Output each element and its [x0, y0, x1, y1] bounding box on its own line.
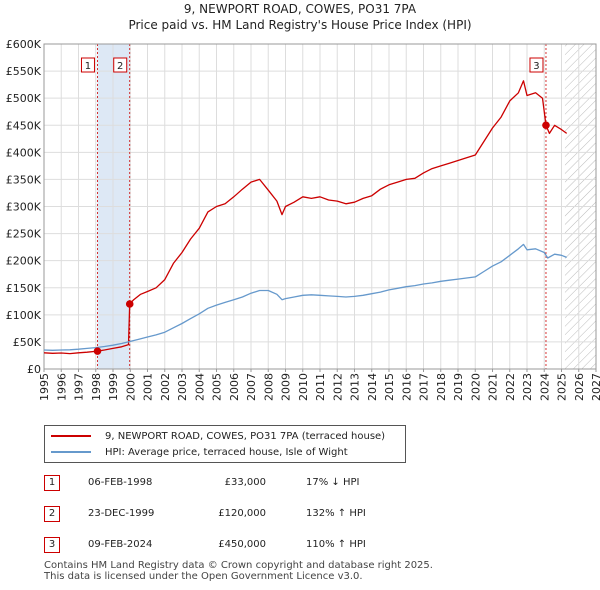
transaction-number: 3: [44, 537, 60, 553]
y-tick-label: £0: [27, 363, 41, 376]
x-tick-label: 2026: [573, 373, 586, 401]
footer-licence: This data is licensed under the Open Gov…: [44, 571, 363, 582]
x-tick-label: 2008: [262, 373, 275, 401]
chart-title: 9, NEWPORT ROAD, COWES, PO31 7PA: [183, 2, 417, 16]
legend-item-hpi: HPI: Average price, terraced house, Isle…: [51, 444, 348, 460]
x-tick-label: 1996: [55, 373, 68, 401]
marker-label: 3: [533, 61, 539, 72]
x-tick-label: 2014: [366, 373, 379, 401]
x-tick-label: 2006: [228, 373, 241, 401]
marker-label-box: [113, 57, 128, 73]
x-tick-label: 2013: [349, 373, 362, 401]
transaction-price: £33,000: [224, 477, 266, 488]
series-line-hpi: [44, 243, 567, 351]
x-tick-label: 2001: [142, 373, 155, 401]
x-tick-label: 2003: [176, 373, 189, 401]
x-tick-label: 2024: [538, 373, 551, 401]
legend-label-hpi: HPI: Average price, terraced house, Isle…: [105, 446, 348, 458]
x-tick-label: 2027: [590, 373, 600, 401]
transaction-hpi-change: 132% ↑ HPI: [306, 508, 366, 519]
legend-swatch-hpi: [51, 451, 91, 453]
x-tick-label: 2004: [193, 373, 206, 401]
marker-label-box: [529, 57, 544, 73]
y-tick-label: £100K: [6, 309, 42, 322]
x-tick-label: 1998: [90, 373, 103, 401]
y-tick-label: £50K: [13, 336, 42, 349]
y-tick-label: £600K: [6, 38, 42, 51]
legend-swatch-property: [51, 435, 91, 437]
y-tick-label: £350K: [6, 173, 42, 186]
x-tick-label: 2002: [159, 373, 172, 401]
transaction-price: £120,000: [218, 508, 266, 519]
x-tick-label: 2005: [211, 373, 224, 401]
x-tick-label: 2016: [400, 373, 413, 401]
x-tick-label: 2022: [504, 373, 517, 401]
footer-copyright: Contains HM Land Registry data © Crown c…: [44, 560, 433, 571]
price-chart: 1 2 3 £0 £50K £100K £150K £200K £250K £300K £350K £…: [6, 38, 600, 401]
x-tick-label: 2021: [487, 373, 500, 401]
marker-label: 1: [85, 61, 91, 72]
x-tick-label: 2000: [124, 373, 137, 401]
transaction-hpi-change: 110% ↑ HPI: [306, 539, 366, 550]
x-tick-label: 2017: [418, 373, 431, 401]
sale-point: [93, 347, 102, 355]
x-tick-label: 2025: [556, 373, 569, 401]
transaction-row: 1 06-FEB-1998 £33,000 17% ↓ HPI: [44, 475, 564, 493]
legend: 9, NEWPORT ROAD, COWES, PO31 7PA (terrac…: [44, 425, 406, 463]
x-tick-label: 2007: [245, 373, 258, 401]
chart-subtitle: Price paid vs. HM Land Registry's House …: [128, 18, 472, 32]
marker-label: 2: [117, 61, 123, 72]
sale-point: [125, 300, 134, 308]
x-tick-label: 2019: [452, 373, 465, 401]
transaction-date: 23-DEC-1999: [88, 508, 155, 519]
transaction-number: 2: [44, 506, 60, 522]
transaction-date: 09-FEB-2024: [88, 539, 153, 550]
y-tick-label: £450K: [6, 119, 42, 132]
x-tick-label: 2015: [383, 373, 396, 401]
legend-label-property: 9, NEWPORT ROAD, COWES, PO31 7PA (terrac…: [105, 430, 386, 442]
transaction-date: 06-FEB-1998: [88, 477, 153, 488]
legend-item-property: 9, NEWPORT ROAD, COWES, PO31 7PA (terrac…: [51, 428, 385, 444]
x-tick-label: 1997: [73, 373, 86, 401]
y-tick-label: £550K: [6, 65, 42, 78]
transaction-row: 2 23-DEC-1999 £120,000 132% ↑ HPI: [44, 506, 564, 524]
transaction-row: 3 09-FEB-2024 £450,000 110% ↑ HPI: [44, 537, 564, 555]
transaction-hpi-change: 17% ↓ HPI: [306, 477, 360, 488]
y-tick-label: £250K: [6, 228, 42, 241]
x-tick-label: 2018: [435, 373, 448, 401]
x-tick-label: 1999: [107, 373, 120, 401]
x-tick-label: 1995: [38, 373, 51, 401]
y-tick-label: £400K: [6, 146, 42, 159]
sale-point: [542, 121, 550, 130]
transaction-number: 1: [44, 475, 60, 491]
x-tick-label: 2012: [331, 373, 344, 401]
y-tick-label: £500K: [6, 92, 42, 105]
y-tick-label: £200K: [6, 255, 42, 268]
marker-label-box: [80, 57, 95, 73]
y-tick-label: £150K: [6, 282, 42, 295]
x-tick-label: 2009: [280, 373, 293, 401]
x-tick-label: 2023: [521, 373, 534, 401]
x-tick-label: 2010: [297, 373, 310, 401]
y-tick-label: £300K: [6, 201, 42, 214]
x-tick-label: 2020: [469, 373, 482, 401]
transaction-price: £450,000: [218, 539, 266, 550]
x-tick-label: 2011: [314, 373, 327, 401]
